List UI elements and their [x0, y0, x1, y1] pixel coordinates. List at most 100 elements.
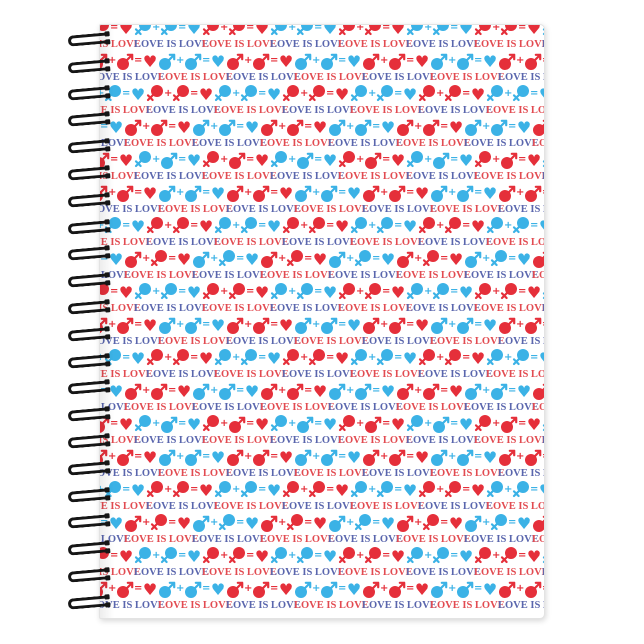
female-symbol-icon: [444, 85, 461, 102]
love-is-love-text: LOVE IS LOVE: [464, 402, 539, 413]
male-symbol-icon: [365, 152, 382, 169]
love-is-love-text: LOVE IS LOVE: [406, 435, 481, 446]
equals-sign: =: [110, 550, 119, 561]
plus-sign: +: [312, 55, 321, 66]
equation-row: +=♥+=♥+=♥+=♥+=♥+=♥+=♥+=♥: [100, 216, 544, 236]
love-equation: +=♥: [430, 579, 498, 599]
equals-sign: =: [338, 55, 347, 66]
love-equation: +=♥: [226, 183, 294, 203]
equals-sign: =: [100, 121, 109, 132]
heart-icon: ♥: [380, 249, 396, 269]
female-symbol-icon: [376, 349, 393, 366]
plus-sign: +: [300, 352, 309, 363]
equals-sign: =: [382, 25, 391, 33]
female-symbol-icon: [160, 547, 177, 564]
equals-sign: =: [304, 517, 313, 528]
male-symbol-icon: [525, 53, 542, 70]
equals-sign: =: [270, 451, 279, 462]
male-symbol-icon: [125, 119, 142, 136]
male-symbol-icon: [465, 383, 482, 400]
love-is-love-text: LOVE IS LOVE: [338, 435, 413, 446]
male-symbol-icon: [193, 515, 210, 532]
love-is-love-text: LOVE IS LOVE: [214, 369, 289, 380]
love-is-love-text: LOVE IS LOVE: [532, 402, 544, 413]
female-symbol-icon: [406, 151, 423, 168]
plus-sign: +: [244, 55, 253, 66]
heart-icon: ♥: [470, 348, 486, 368]
heart-icon: ♥: [118, 282, 134, 302]
female-symbol-icon: [364, 25, 381, 36]
heart-icon: ♥: [380, 513, 396, 533]
plus-sign: +: [448, 583, 457, 594]
heart-icon: ♥: [482, 447, 498, 467]
equals-sign: =: [474, 583, 483, 594]
love-equation: +=♥: [282, 480, 350, 500]
plus-sign: +: [492, 550, 501, 561]
love-is-love-text: LOVE IS LOVE: [486, 237, 544, 248]
male-symbol-icon: [100, 53, 108, 70]
love-is-love-text: LOVE IS LOVE: [192, 270, 267, 281]
male-symbol-icon: [329, 251, 346, 268]
equals-sign: =: [134, 55, 143, 66]
male-symbol-icon: [431, 185, 448, 202]
equals-sign: =: [440, 253, 449, 264]
love-is-love-text: LOVE IS LOVE: [498, 204, 544, 215]
love-is-love-text: LOVE IS LOVE: [100, 237, 153, 248]
heart-icon: ♥: [186, 25, 202, 38]
love-is-love-text: LOVE IS LOVE: [464, 138, 539, 149]
male-symbol-icon: [100, 581, 108, 598]
heart-icon: ♥: [458, 150, 474, 170]
male-symbol-icon: [491, 383, 508, 400]
plus-sign: +: [176, 187, 185, 198]
male-symbol-icon: [465, 119, 482, 136]
heart-icon: ♥: [526, 150, 542, 170]
male-symbol-icon: [125, 251, 142, 268]
equals-sign: =: [110, 154, 119, 165]
love-equation: +=♥: [338, 546, 406, 566]
male-symbol-icon: [431, 581, 448, 598]
male-symbol-icon: [125, 515, 142, 532]
plus-sign: +: [152, 286, 161, 297]
female-symbol-icon: [406, 25, 423, 36]
equals-sign: =: [440, 121, 449, 132]
plus-sign: +: [424, 154, 433, 165]
female-symbol-icon: [100, 547, 109, 559]
equals-sign: =: [314, 286, 323, 297]
male-symbol-icon: [117, 317, 134, 334]
female-symbol-icon: [350, 85, 367, 102]
equals-sign: =: [304, 121, 313, 132]
heart-icon: ♥: [482, 51, 498, 71]
female-symbol-icon: [418, 217, 435, 234]
male-symbol-icon: [465, 251, 482, 268]
heart-icon: ♥: [312, 117, 328, 137]
female-symbol-icon: [338, 25, 355, 36]
female-symbol-icon: [134, 547, 151, 564]
male-symbol-icon: [261, 251, 278, 268]
plus-sign: +: [288, 550, 297, 561]
plus-sign: +: [232, 88, 241, 99]
plus-sign: +: [164, 484, 173, 495]
plus-sign: +: [504, 220, 513, 231]
equals-sign: =: [462, 484, 471, 495]
plus-sign: +: [300, 220, 309, 231]
heart-icon: ♥: [516, 513, 532, 533]
love-equation: +=♥: [192, 381, 260, 401]
female-symbol-icon: [376, 217, 393, 234]
female-symbol-icon: [422, 250, 439, 267]
equals-sign: =: [530, 88, 539, 99]
equals-sign: =: [326, 352, 335, 363]
love-is-love-text: LOVE IS LOVE: [214, 501, 289, 512]
plus-sign: +: [176, 451, 185, 462]
female-symbol-icon: [354, 250, 371, 267]
plus-sign: +: [516, 187, 525, 198]
plus-sign: +: [504, 88, 513, 99]
male-symbol-icon: [499, 185, 516, 202]
female-symbol-icon: [172, 349, 189, 366]
love-equation: +=♥: [270, 414, 338, 434]
female-symbol-icon: [338, 415, 355, 432]
love-equation: +=♥: [498, 447, 544, 467]
plus-sign: +: [100, 348, 104, 368]
love-is-love-text: LOVE IS LOVE: [158, 72, 233, 83]
